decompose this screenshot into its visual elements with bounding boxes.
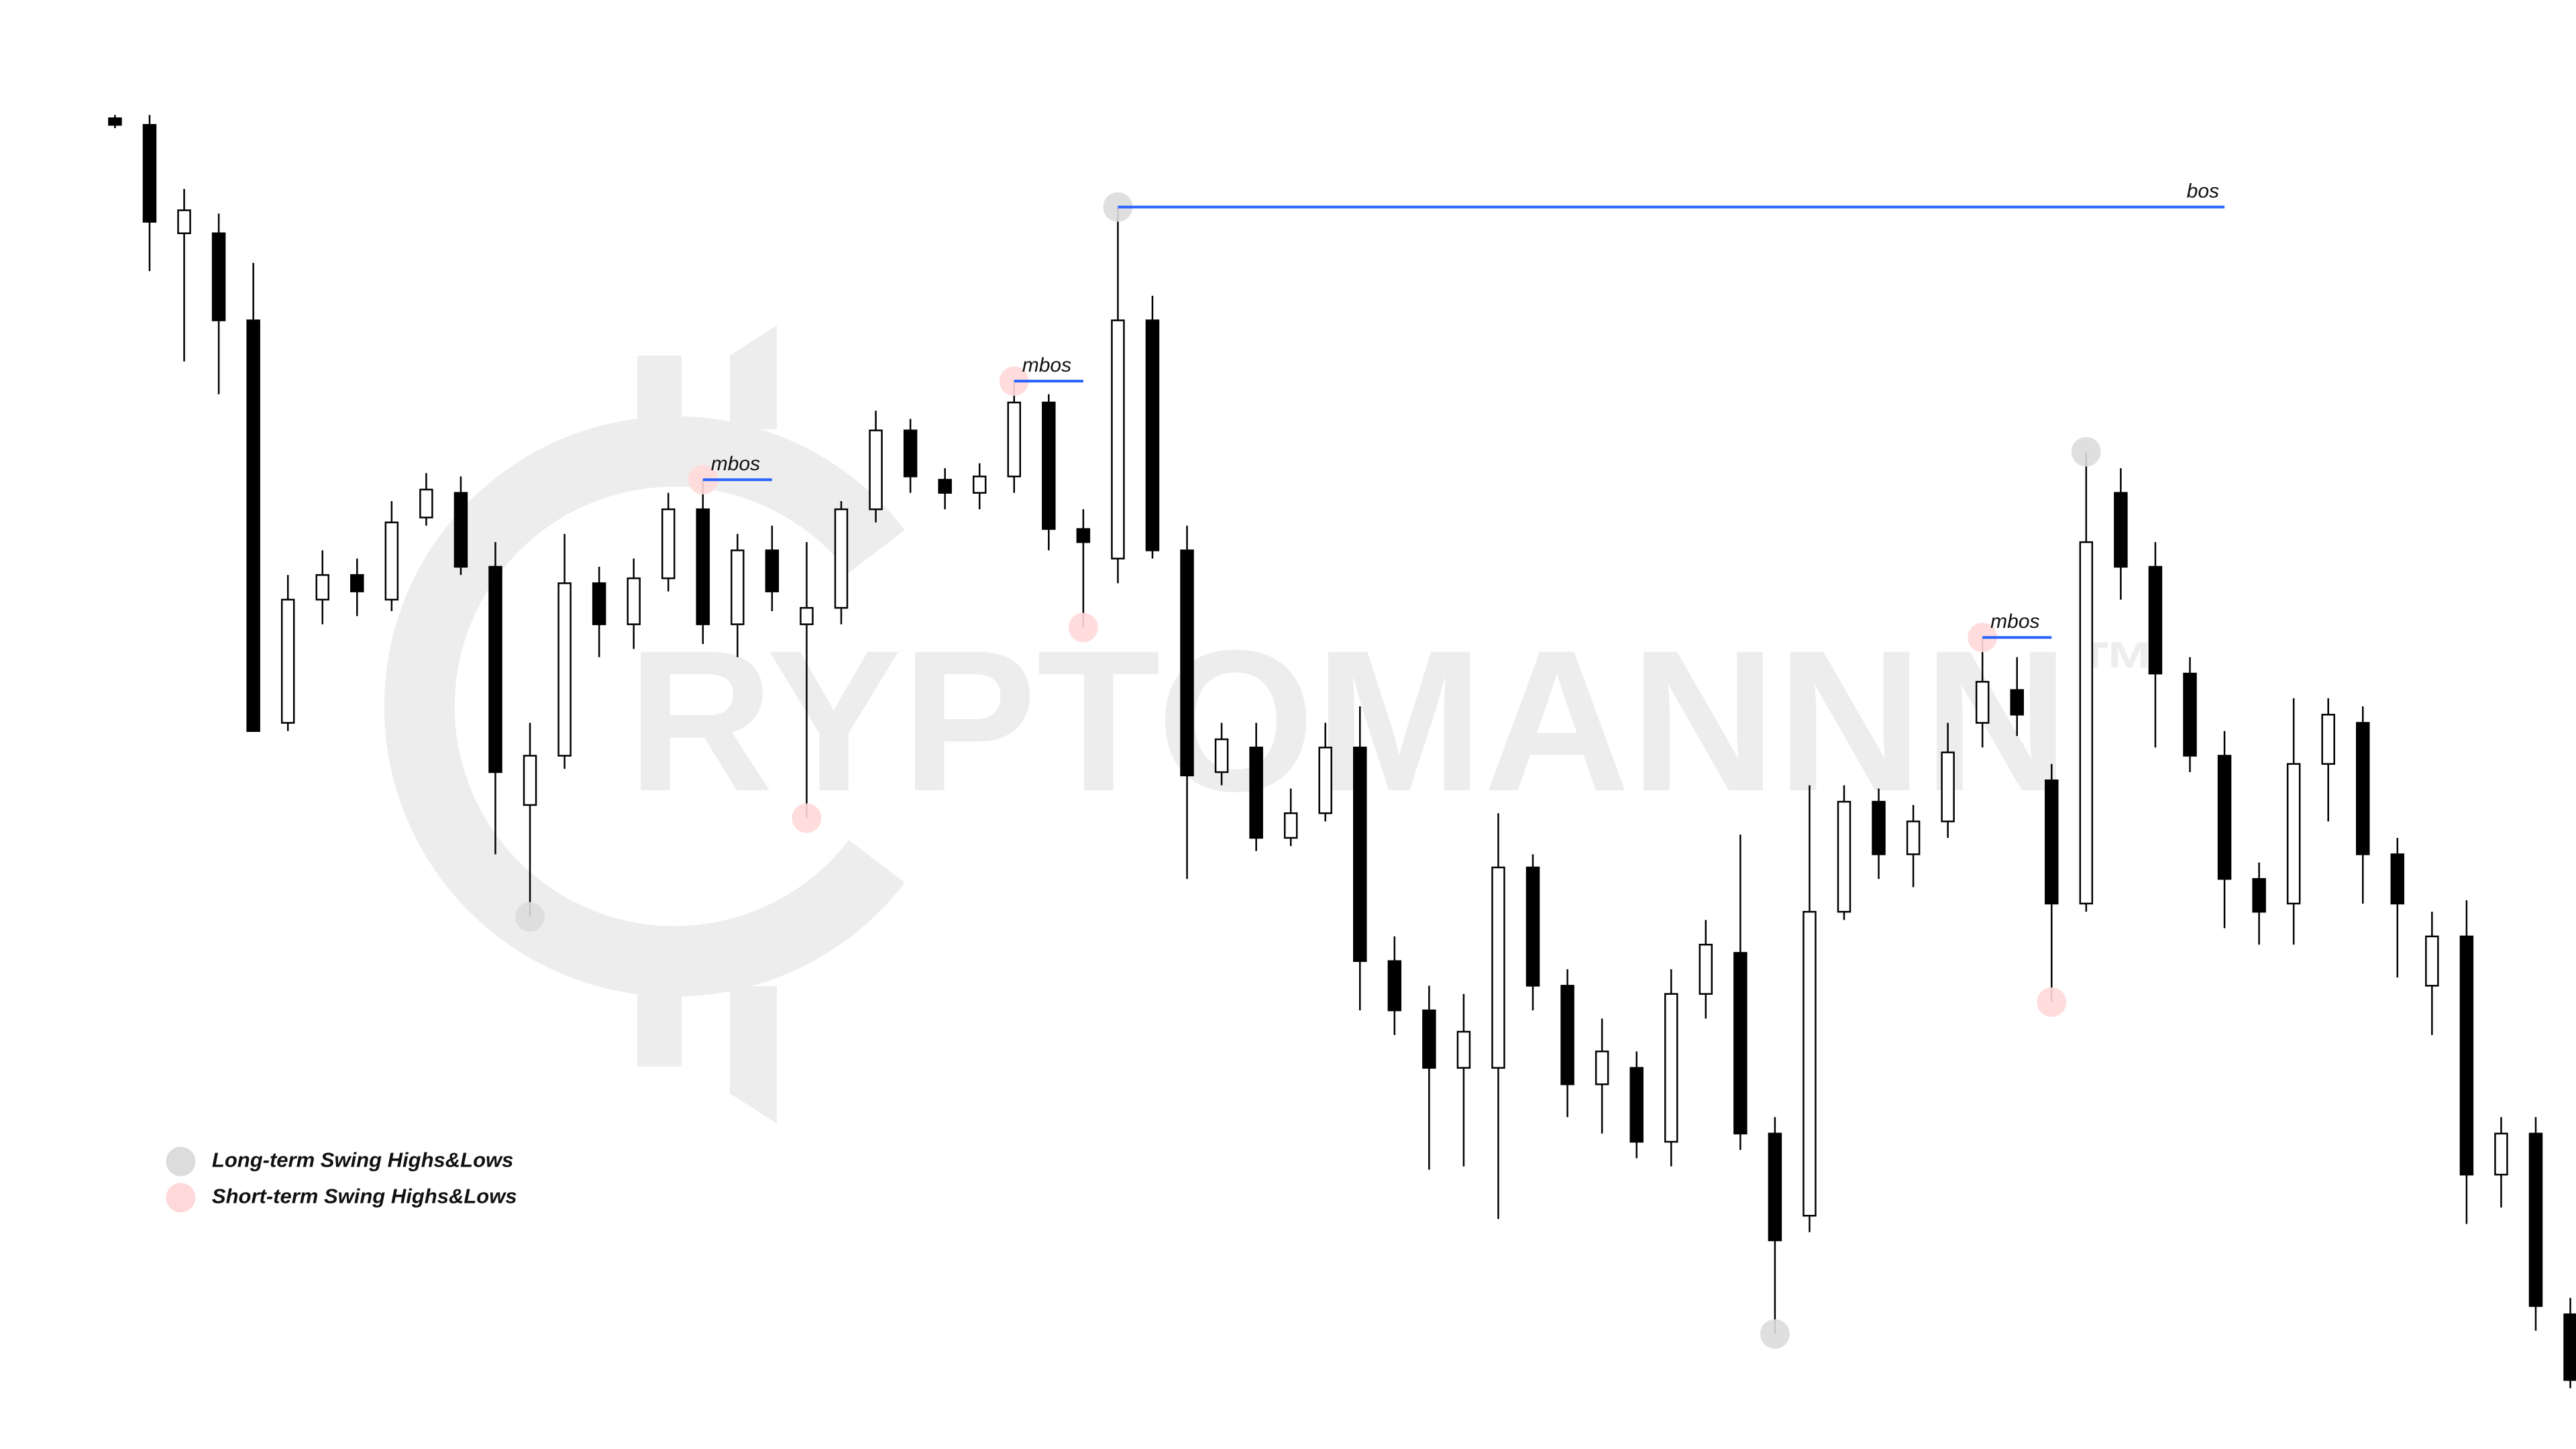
candle-body — [523, 755, 537, 806]
candle-body — [1975, 681, 1990, 724]
candle-body — [2528, 1132, 2543, 1307]
legend-marker — [166, 1146, 196, 1177]
candle-body — [1456, 1030, 1471, 1069]
candle-body — [869, 429, 883, 511]
candle-body — [731, 549, 745, 625]
candle-body — [280, 598, 295, 724]
candle-body — [1699, 943, 1713, 995]
candle-body — [350, 574, 364, 592]
candle-body — [2114, 492, 2128, 568]
candle-body — [2459, 935, 2474, 1176]
legend-label: Short-term Swing Highs&Lows — [212, 1184, 517, 1208]
watermark: RYPTOMANNN ™ — [384, 325, 2157, 1124]
swing-point — [2071, 437, 2101, 467]
candle-body — [661, 508, 676, 580]
candle-body — [2045, 780, 2059, 905]
candle-body — [1249, 747, 1263, 839]
candle-body — [419, 488, 433, 519]
candle-body — [2321, 714, 2335, 765]
candle-body — [1595, 1051, 1609, 1085]
candle-body — [2494, 1132, 2508, 1176]
candle-body — [1664, 993, 1678, 1143]
watermark-text: RYPTOMANNN — [627, 608, 2070, 833]
watermark-logo — [637, 986, 682, 1067]
candle-body — [2390, 853, 2405, 905]
level-label: mbos — [1990, 610, 2039, 633]
swing-point — [515, 902, 545, 932]
candle-body — [1803, 910, 1817, 1217]
candle-body — [903, 429, 918, 478]
candle-body — [246, 319, 260, 733]
candle-body — [2010, 689, 2024, 716]
candle-body — [938, 478, 952, 494]
candle-body — [1837, 800, 1851, 913]
candle-body — [972, 475, 987, 494]
candle-body — [1007, 401, 1022, 478]
candle-body — [1387, 960, 1402, 1012]
watermark-logo — [730, 986, 777, 1124]
candle-body — [1145, 319, 1160, 551]
candle-body — [1042, 401, 1056, 530]
level-label: bos — [2187, 180, 2219, 203]
candle-body — [1872, 800, 1886, 855]
candle-body — [2252, 877, 2266, 913]
candle-body — [453, 492, 468, 568]
watermark-logo — [637, 356, 682, 429]
level-label: mbos — [1022, 354, 1071, 376]
candle-body — [177, 209, 191, 235]
legend-label: Long-term Swing Highs&Lows — [212, 1148, 513, 1172]
candle-body — [1525, 866, 1540, 987]
swing-point — [1068, 612, 1098, 643]
candle-body — [2079, 541, 2094, 905]
candle-body — [800, 606, 814, 625]
candle-body — [1560, 985, 1574, 1085]
candle-body — [696, 508, 710, 625]
candle-body — [384, 521, 399, 601]
candle-body — [1906, 820, 1921, 855]
candle-body — [2425, 935, 2439, 987]
candle-body — [2148, 566, 2163, 675]
level-label: mbos — [711, 453, 760, 475]
candle-body — [2563, 1313, 2576, 1381]
candle-body — [1941, 751, 1955, 822]
candle-body — [108, 117, 122, 126]
candle-body — [1768, 1132, 1782, 1242]
candle-body — [1180, 549, 1194, 777]
candle-body — [1422, 1009, 1436, 1069]
candle-body — [834, 508, 849, 609]
candle-body — [211, 232, 226, 321]
candle-body — [2286, 763, 2301, 905]
candle-body — [1076, 528, 1091, 543]
swing-point — [792, 803, 822, 833]
candle-body — [488, 566, 502, 773]
candle-body — [1733, 952, 1748, 1135]
candle-body — [765, 549, 780, 592]
swing-point — [2037, 987, 2067, 1017]
candle-body — [592, 582, 606, 625]
candle-body — [2183, 672, 2197, 757]
candle-body — [142, 123, 157, 223]
legend-marker — [166, 1183, 196, 1213]
candle-body — [1214, 738, 1229, 773]
candle-body — [627, 577, 641, 625]
candle-body — [2355, 722, 2370, 855]
candle-body — [557, 582, 572, 757]
watermark-logo — [384, 416, 905, 997]
candle-body — [1111, 319, 1125, 559]
swing-point — [1760, 1319, 1790, 1349]
candle-body — [1318, 747, 1332, 814]
candle-body — [2217, 755, 2232, 880]
watermark-logo — [730, 325, 777, 429]
candle-body — [315, 574, 329, 601]
candle-body — [1353, 747, 1367, 962]
candle-body — [1283, 812, 1298, 839]
candle-body — [1491, 866, 1505, 1069]
candle-body — [1629, 1067, 1644, 1143]
